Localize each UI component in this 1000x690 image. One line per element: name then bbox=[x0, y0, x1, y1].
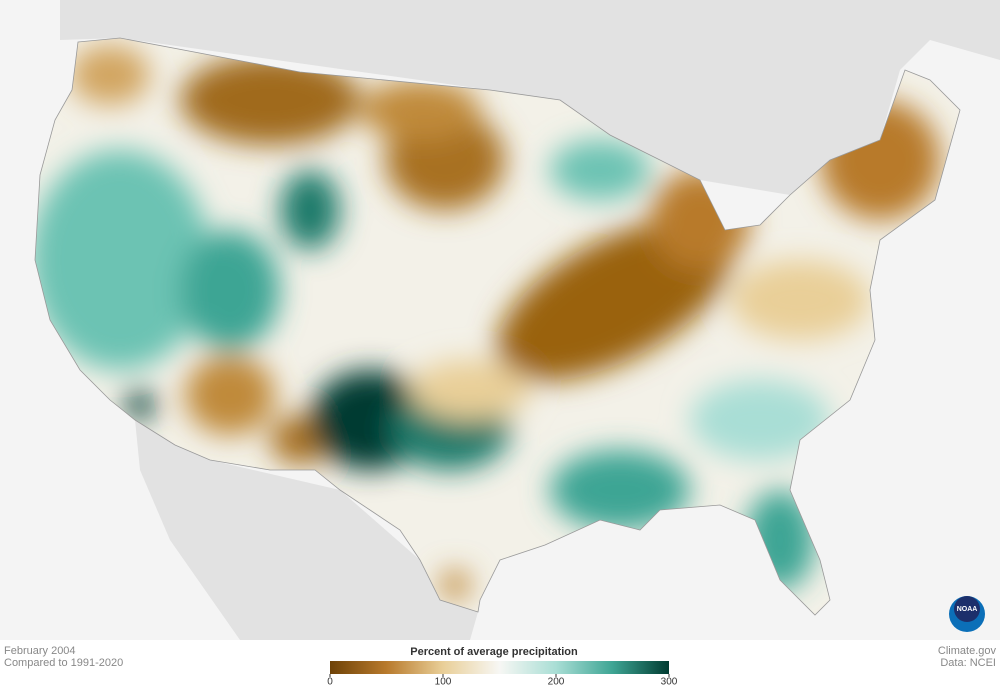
site-credit: Climate.gov bbox=[938, 645, 997, 657]
precipitation-field bbox=[35, 38, 960, 615]
logo-text: NOAA bbox=[957, 606, 978, 613]
legend-title: Percent of average precipitation bbox=[410, 646, 578, 658]
baseline: Compared to 1991-2020 bbox=[4, 657, 123, 669]
period: February 2004 bbox=[4, 645, 76, 657]
legend-tick-label: 100 bbox=[435, 677, 452, 688]
source-credit: Data: NCEI bbox=[940, 657, 996, 669]
noaa-logo: NOAA bbox=[949, 596, 985, 632]
mexico bbox=[135, 420, 478, 640]
legend-tick-label: 300 bbox=[661, 677, 678, 688]
color-bar bbox=[330, 661, 669, 674]
legend-tick-label: 200 bbox=[548, 677, 565, 688]
legend-tick-label: 0 bbox=[327, 677, 333, 688]
